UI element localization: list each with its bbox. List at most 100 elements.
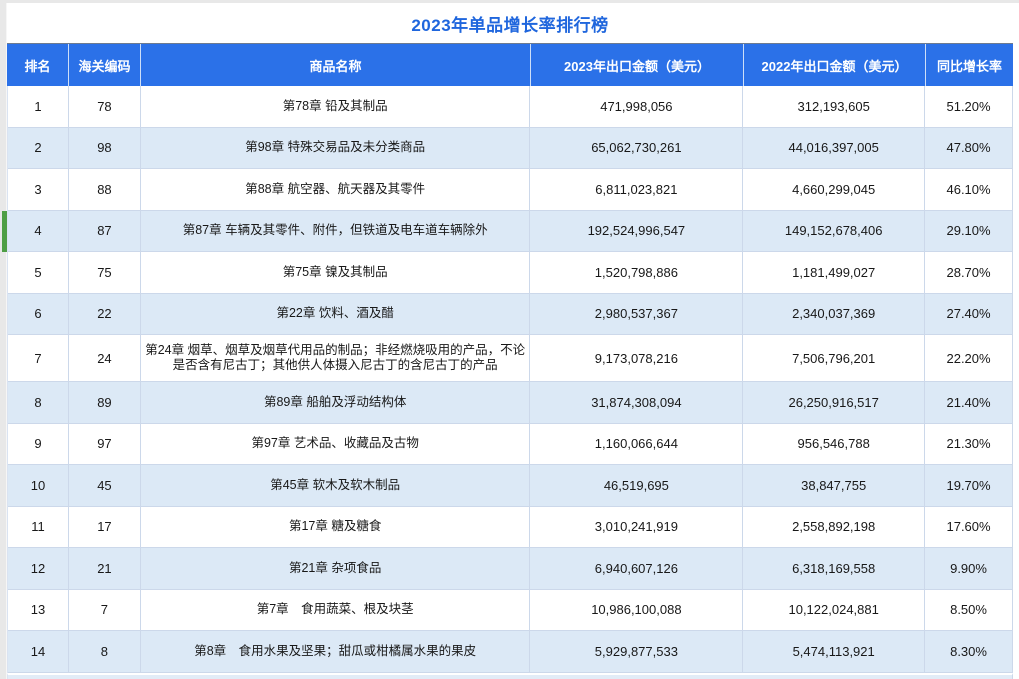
product-name-cell[interactable]: 第22章 饮料、酒及醋 [141,293,531,334]
product-name-cell[interactable]: 第24章 烟草、烟草及烟草代用品的制品；非经燃烧吸用的产品，不论是否含有尼古丁；… [141,335,531,381]
product-name-cell[interactable]: 第88章 航空器、航天器及其零件 [141,169,531,210]
customs-code-cell[interactable]: 78 [69,86,141,127]
product-name-cell[interactable]: 第97章 艺术品、收藏品及古物 [141,423,531,464]
export-2022-cell[interactable]: 44,016,397,005 [743,127,926,168]
customs-code-cell[interactable]: 7 [69,589,141,630]
rank-cell[interactable]: 8 [8,382,69,423]
product-name-cell[interactable]: 第8章 食用水果及坚果；甜瓜或柑橘属水果的果皮 [141,631,531,672]
export-2023-cell[interactable]: 3,010,241,919 [530,506,744,547]
yoy-growth-cell[interactable]: 51.20% [925,86,1013,127]
export-2023-cell[interactable]: 65,062,730,261 [530,127,744,168]
rank-cell[interactable]: 2 [8,127,69,168]
sheet-left-margin [0,3,7,679]
yoy-growth-cell[interactable]: 29.10% [925,210,1013,251]
rank-cell[interactable]: 5 [8,252,69,293]
header-customs-code[interactable]: 海关编码 [68,44,140,86]
yoy-growth-cell[interactable]: 22.20% [925,335,1013,381]
table-row: 12 21 第21章 杂项食品 6,940,607,126 6,318,169,… [8,548,1013,590]
export-2022-cell[interactable]: 149,152,678,406 [743,210,926,251]
export-2023-cell[interactable]: 6,811,023,821 [530,169,744,210]
customs-code-cell[interactable]: 8 [69,631,141,672]
export-2023-cell[interactable]: 31,874,308,094 [530,382,744,423]
customs-code-cell[interactable]: 22 [69,293,141,334]
export-2023-cell[interactable]: 10,986,100,088 [530,589,744,630]
table-title-cell[interactable]: 2023年单品增长率排行榜 [7,3,1013,43]
export-2022-cell[interactable]: 1,181,499,027 [743,252,926,293]
customs-code-cell[interactable]: 89 [69,382,141,423]
table-row: 3 88 第88章 航空器、航天器及其零件 6,811,023,821 4,66… [8,169,1013,211]
table-row: 13 7 第7章 食用蔬菜、根及块茎 10,986,100,088 10,122… [8,589,1013,631]
export-2022-cell[interactable]: 5,474,113,921 [743,631,926,672]
customs-code-cell[interactable]: 21 [69,548,141,589]
rank-cell[interactable]: 3 [8,169,69,210]
export-2023-cell[interactable]: 9,173,078,216 [530,335,744,381]
table-row: 6 22 第22章 饮料、酒及醋 2,980,537,367 2,340,037… [8,293,1013,335]
table-row: 8 89 第89章 船舶及浮动结构体 31,874,308,094 26,250… [8,382,1013,424]
header-product-name[interactable]: 商品名称 [140,44,530,86]
product-name-cell[interactable]: 第89章 船舶及浮动结构体 [141,382,531,423]
export-2023-cell[interactable]: 5,929,877,533 [530,631,744,672]
selected-row-marker [2,210,7,252]
rank-cell[interactable]: 7 [8,335,69,381]
product-name-cell[interactable]: 第98章 特殊交易品及未分类商品 [141,127,531,168]
export-2022-cell[interactable]: 312,193,605 [743,86,926,127]
export-2022-cell[interactable]: 6,318,169,558 [743,548,926,589]
yoy-growth-cell[interactable]: 47.80% [925,127,1013,168]
rank-cell[interactable]: 13 [8,589,69,630]
customs-code-cell[interactable]: 45 [69,465,141,506]
product-name-cell[interactable]: 第7章 食用蔬菜、根及块茎 [141,589,531,630]
customs-code-cell[interactable]: 87 [69,210,141,251]
header-rank[interactable]: 排名 [24,58,51,74]
export-2022-cell[interactable]: 7,506,796,201 [743,335,926,381]
yoy-growth-cell[interactable]: 27.40% [925,293,1013,334]
export-2023-cell[interactable]: 1,520,798,886 [530,252,744,293]
product-name-cell[interactable]: 第45章 软木及软木制品 [141,465,531,506]
export-2022-cell[interactable]: 956,546,788 [743,423,926,464]
yoy-growth-cell[interactable]: 21.40% [925,382,1013,423]
product-name-cell[interactable]: 第75章 镍及其制品 [141,252,531,293]
export-2023-cell[interactable]: 6,940,607,126 [530,548,744,589]
customs-code-cell[interactable]: 24 [69,335,141,381]
rank-cell[interactable]: 12 [8,548,69,589]
product-name-cell[interactable]: 第21章 杂项食品 [141,548,531,589]
export-2022-cell[interactable]: 2,340,037,369 [743,293,926,334]
sheet-top-margin [0,0,1019,3]
export-2023-cell[interactable]: 2,980,537,367 [530,293,744,334]
yoy-growth-cell[interactable]: 17.60% [925,506,1013,547]
customs-code-cell[interactable]: 97 [69,423,141,464]
product-name-cell[interactable]: 第17章 糖及糖食 [141,506,531,547]
customs-code-cell[interactable]: 75 [69,252,141,293]
rank-cell[interactable]: 9 [8,423,69,464]
product-name-cell[interactable]: 第87章 车辆及其零件、附件，但铁道及电车道车辆除外 [141,210,531,251]
rank-cell[interactable]: 11 [8,506,69,547]
customs-code-cell[interactable]: 17 [69,506,141,547]
export-2023-cell[interactable]: 471,998,056 [530,86,744,127]
customs-code-cell[interactable]: 88 [69,169,141,210]
yoy-growth-cell[interactable]: 19.70% [925,465,1013,506]
rank-cell[interactable]: 10 [8,465,69,506]
yoy-growth-cell[interactable]: 9.90% [925,548,1013,589]
export-2022-cell[interactable]: 10,122,024,881 [743,589,926,630]
rank-cell[interactable]: 1 [8,86,69,127]
rank-cell[interactable]: 14 [8,631,69,672]
customs-code-cell[interactable]: 98 [69,127,141,168]
yoy-growth-cell[interactable]: 28.70% [925,252,1013,293]
yoy-growth-cell[interactable]: 21.30% [925,423,1013,464]
header-export-2023[interactable]: 2023年出口金额（美元） [530,44,743,86]
export-2022-cell[interactable]: 4,660,299,045 [743,169,926,210]
export-2022-cell[interactable]: 2,558,892,198 [743,506,926,547]
header-yoy-growth[interactable]: 同比增长率 [925,44,1013,86]
yoy-growth-cell[interactable]: 46.10% [925,169,1013,210]
rank-cell[interactable]: 6 [8,293,69,334]
export-2022-cell[interactable]: 38,847,755 [743,465,926,506]
header-export-2022[interactable]: 2022年出口金额（美元） [743,44,925,86]
export-2022-cell[interactable]: 26,250,916,517 [743,382,926,423]
yoy-growth-cell[interactable]: 8.30% [925,631,1013,672]
yoy-growth-cell[interactable]: 8.50% [925,589,1013,630]
export-2023-cell[interactable]: 192,524,996,547 [530,210,744,251]
product-name-cell[interactable]: 第78章 铅及其制品 [141,86,531,127]
rank-cell[interactable]: 4 [8,210,69,251]
export-2023-cell[interactable]: 1,160,066,644 [530,423,744,464]
export-2023-cell[interactable]: 46,519,695 [530,465,744,506]
